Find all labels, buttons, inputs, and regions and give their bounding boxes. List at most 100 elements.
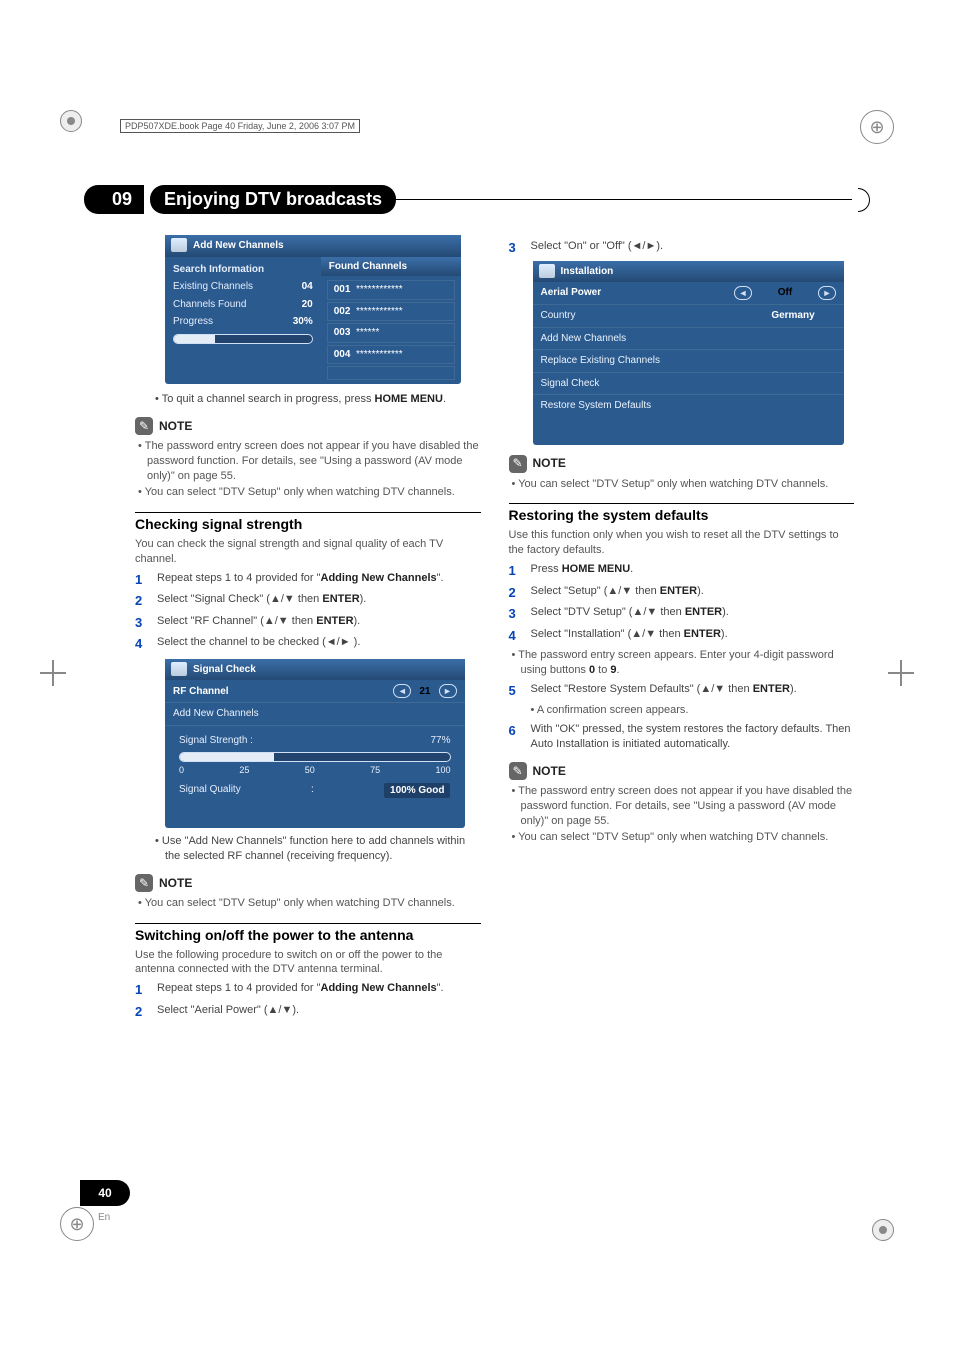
chapter-title: Enjoying DTV broadcasts [150,185,396,214]
crop-mark-icon [60,110,82,132]
note-heading: ✎ NOTE [509,455,855,473]
step-number: 2 [135,1003,147,1021]
right-arrow-button[interactable]: ► [818,286,836,300]
label: Restore System Defaults [541,399,837,413]
channel-num: 002 [334,306,351,317]
note-heading: ✎ NOTE [509,762,855,780]
step-item: 6With "OK" pressed, the system restores … [509,722,855,752]
step-item: 1Press HOME MENU. [509,562,855,580]
add-new-channels-panel: Add New Channels Search Information Exis… [165,235,461,384]
quit-tip: To quit a channel search in progress, pr… [151,392,481,407]
crop-mark-icon: ⊕ [860,110,894,144]
panel-header: Installation [533,261,845,283]
found-channel-item: 001 ************ [327,280,455,300]
value: 04 [302,280,313,294]
axis-labels: 0 25 50 75 100 [179,764,451,776]
panel-header-icon [171,662,187,676]
channel-name: ************ [356,306,403,317]
search-info-heading: Search Information [173,263,264,277]
step-item: 5 Select "Restore System Defaults" (▲/▼ t… [509,682,855,700]
channel-num: 004 [334,349,351,360]
channel-num: 001 [334,284,351,295]
channel-name: ****** [356,327,379,338]
step-text: Select "Restore System Defaults" (▲/▼ th… [531,682,855,700]
left-arrow-button[interactable]: ◄ [393,684,411,698]
section-intro: Use this function only when you wish to … [509,528,855,558]
step-text: Repeat steps 1 to 4 provided for "Adding… [157,571,481,589]
steps-list: 5 Select "Restore System Defaults" (▲/▼ t… [509,682,855,700]
channel-name: ************ [356,349,403,360]
panel-header: Add New Channels [165,235,461,257]
left-arrow-button[interactable]: ◄ [734,286,752,300]
note-bullet: • You can select "DTV Setup" only when w… [509,477,855,492]
steps-list: 1Press HOME MENU. 2Select "Setup" (▲/▼ t… [509,562,855,644]
chapter-bar: 09 Enjoying DTV broadcasts [84,185,870,214]
note-bullet: • The password entry screen does not app… [509,784,855,829]
label: Country [541,309,751,323]
step-number: 1 [135,981,147,999]
step-item: 3Select "RF Channel" (▲/▼ then ENTER). [135,614,481,632]
step-number: 6 [509,722,521,752]
install-row: Add New Channels [533,328,845,351]
panel-title: Installation [561,266,614,277]
step-substep: A confirmation screen appears. [531,703,855,718]
step-number: 3 [509,239,521,257]
section-title: Switching on/off the power to the antenn… [135,923,481,945]
stepper: ◄ 21 ► [393,684,456,698]
progress-bar [173,334,313,344]
found-channel-item: 003 ****** [327,323,455,343]
step-number: 3 [509,605,521,623]
label: Signal Quality [179,783,241,799]
label: Signal Check [541,377,837,391]
chapter-number: 09 [84,185,144,214]
step-number: 4 [509,627,521,645]
step-text: Select the channel to be checked (◄/► ). [157,635,481,653]
note-bullet: • You can select "DTV Setup" only when w… [135,896,481,911]
panel-title: Add New Channels [193,240,284,251]
step-item: 3Select "On" or "Off" (◄/►). [509,239,855,257]
add-new-channels-row: Add New Channels [165,703,465,726]
label: Signal Strength : [179,734,253,748]
crop-mark-icon: ⊕ [60,1207,94,1241]
note-label: NOTE [159,875,192,891]
step-text: Select "Aerial Power" (▲/▼). [157,1003,481,1021]
crop-mark-icon [888,660,914,686]
note-label: NOTE [533,455,566,471]
step-item: 3 Select "DTV Setup" (▲/▼ then ENTER). [509,605,855,623]
step-text: Select "Installation" (▲/▼ then ENTER). [531,627,855,645]
step-number: 4 [135,635,147,653]
section-title: Checking signal strength [135,512,481,534]
search-info-row: Progress 30% [173,313,313,331]
panel-header: Signal Check [165,659,465,681]
panel-header-icon [171,238,187,252]
installation-panel: Installation Aerial Power ◄ Off ► Countr… [533,261,845,445]
step-number: 3 [135,614,147,632]
left-column: Add New Channels Search Information Exis… [135,235,481,1191]
step-item: 2Select "Signal Check" (▲/▼ then ENTER). [135,592,481,610]
steps-list: 6With "OK" pressed, the system restores … [509,722,855,752]
value: 77% [430,734,450,748]
step-text: Select "DTV Setup" (▲/▼ then ENTER). [531,605,855,623]
install-row: Replace Existing Channels [533,350,845,373]
right-arrow-button[interactable]: ► [439,684,457,698]
note-bullet: • The password entry screen does not app… [135,439,481,484]
right-column: 3Select "On" or "Off" (◄/►). Installatio… [509,235,855,1191]
step-number: 1 [509,562,521,580]
step-item: 4 Select the channel to be checked (◄/► )… [135,635,481,653]
install-row-aerial-power: Aerial Power ◄ Off ► [533,282,845,305]
stepper-value: Off [760,286,810,300]
label: Channels Found [173,298,246,312]
signal-strength-bar [179,752,451,762]
chapter-rule [396,199,852,200]
step-text: Select "Setup" (▲/▼ then ENTER). [531,584,855,602]
install-row: Restore System Defaults [533,395,845,417]
crop-mark-icon [872,1219,894,1241]
step-number: 5 [509,682,521,700]
note-icon: ✎ [509,455,527,473]
stepper: ◄ Off ► [734,286,836,300]
signal-strength-block: Signal Strength : 77% 0 25 50 75 100 Sig… [165,726,465,828]
search-info-row: Channels Found 20 [173,296,313,314]
chapter-rule-cap [858,188,870,212]
found-channel-item: 002 ************ [327,302,455,322]
section-intro: You can check the signal strength and si… [135,537,481,567]
